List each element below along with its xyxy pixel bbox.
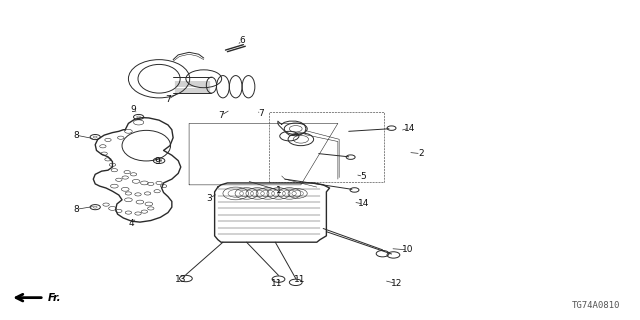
Text: 1: 1 xyxy=(276,186,282,195)
Text: 3: 3 xyxy=(207,194,212,203)
Text: 11: 11 xyxy=(271,279,282,288)
Text: 4: 4 xyxy=(129,219,134,228)
Text: 14: 14 xyxy=(358,199,369,208)
Text: TG74A0810: TG74A0810 xyxy=(572,301,620,310)
Text: 9: 9 xyxy=(131,105,136,114)
Text: 6: 6 xyxy=(239,36,245,45)
Text: 7: 7 xyxy=(259,109,264,118)
Text: 7: 7 xyxy=(218,111,224,120)
Text: 5: 5 xyxy=(360,172,366,181)
Text: Fr.: Fr. xyxy=(48,293,61,303)
Text: 8: 8 xyxy=(73,205,79,214)
Text: 9: 9 xyxy=(154,157,160,166)
Text: 12: 12 xyxy=(391,279,403,288)
Text: 7: 7 xyxy=(165,95,171,104)
Text: 8: 8 xyxy=(73,131,79,140)
Text: 2: 2 xyxy=(418,149,424,158)
Text: 14: 14 xyxy=(404,124,415,132)
Text: 11: 11 xyxy=(294,275,305,284)
Text: 13: 13 xyxy=(175,275,186,284)
Text: 10: 10 xyxy=(402,245,413,254)
